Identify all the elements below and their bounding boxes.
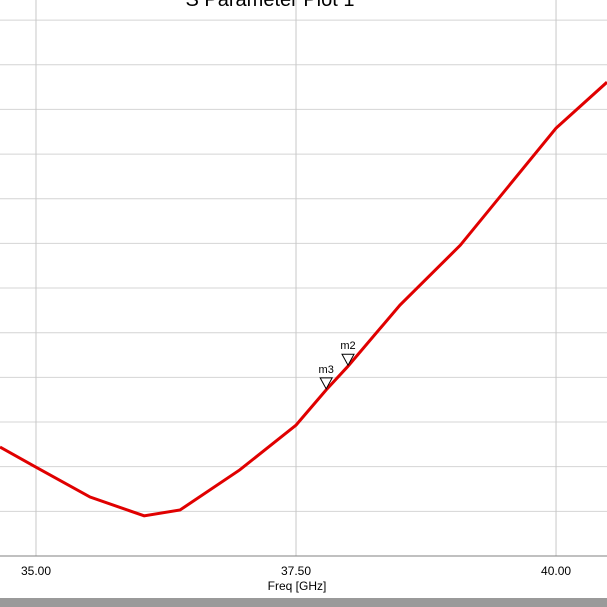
series-line [0, 81, 607, 518]
chart-title: S Parameter Plot 1 [186, 0, 355, 11]
marker [319, 377, 334, 390]
marker [341, 353, 355, 367]
x-tick-label: 35.00 [21, 564, 51, 578]
marker-label: m2 [340, 340, 355, 352]
x-tick-label: 40.00 [541, 564, 571, 578]
x-tick-label: 37.50 [281, 564, 311, 578]
marker-label: m3 [319, 364, 334, 376]
x-axis-label: Freq [GHz] [268, 579, 327, 593]
status-strip [0, 598, 607, 607]
